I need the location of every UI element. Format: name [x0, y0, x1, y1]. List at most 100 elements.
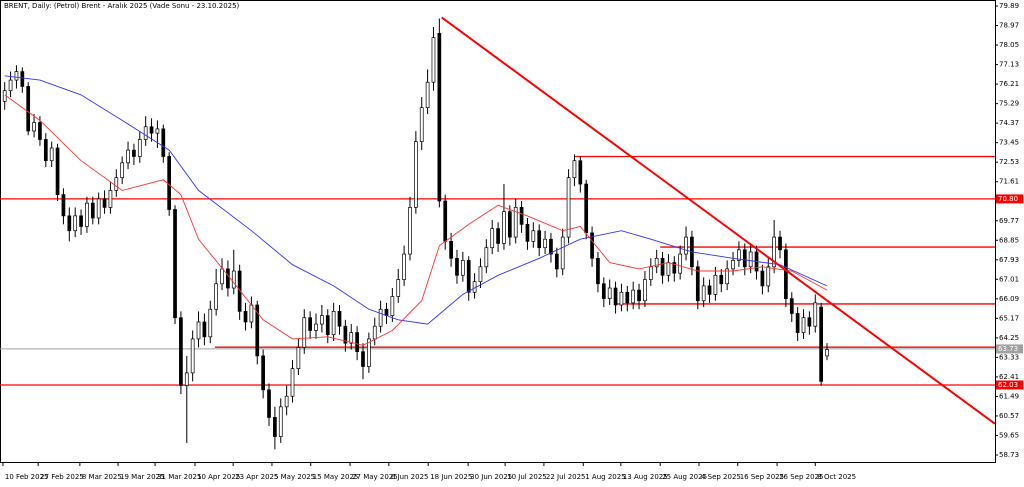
candle-body [554, 253, 559, 270]
candle-body [437, 33, 442, 202]
candle-body [431, 37, 436, 83]
candle-body [513, 207, 518, 238]
candle-body [643, 279, 647, 302]
y-tick-label: 63.33 [999, 353, 1019, 361]
candle-body [584, 183, 589, 234]
y-tick-label: 60.57 [999, 412, 1019, 420]
x-tick-label: 22 Jul 2025 [546, 473, 586, 481]
candle-body [202, 321, 207, 338]
y-tick-label: 65.17 [999, 314, 1019, 322]
candle-body [537, 230, 542, 249]
candle-body [214, 283, 219, 310]
candle-body [273, 417, 277, 437]
candle-body [531, 230, 536, 242]
trend-line [441, 16, 996, 425]
y-tick-label: 71.61 [999, 178, 1019, 186]
candle-body [161, 128, 166, 157]
candle-body [38, 122, 42, 140]
y-tick-label: 78.05 [999, 41, 1019, 49]
candle-body [772, 236, 776, 268]
x-tick-label: 27 Feb 2025 [40, 473, 84, 481]
y-tick-label: 69.77 [999, 217, 1019, 225]
x-tick-label: 10 Jul 2025 [507, 473, 547, 481]
candle-body [701, 285, 706, 302]
candle-body [613, 287, 618, 306]
candle-body [237, 270, 242, 312]
candle-body [443, 200, 448, 242]
candle-body [43, 139, 48, 162]
candle-body [155, 128, 160, 134]
candle-body [637, 289, 641, 302]
x-tick-label: 30 Jun 2025 [470, 473, 512, 481]
y-tick-label: 67.93 [999, 256, 1019, 264]
candle-body [631, 289, 636, 304]
candle-body [173, 209, 177, 319]
candle-body [290, 368, 295, 397]
candle-body [725, 268, 730, 285]
candle-body [801, 317, 806, 333]
y-tick-label: 75.29 [999, 100, 1019, 108]
x-tick-label: 6 Jun 2025 [391, 473, 429, 481]
candle-body [678, 253, 683, 274]
y-tick-label: 61.49 [999, 392, 1019, 400]
candle-body [143, 126, 148, 140]
candle-body [378, 308, 383, 327]
y-tick-label: 67.01 [999, 275, 1019, 283]
candle-body [455, 257, 459, 276]
x-tick-label: 25 Aug 2025 [662, 473, 707, 481]
candle-body [314, 323, 318, 331]
candle-body [789, 298, 794, 314]
x-tick-label: 27 May 2025 [352, 473, 398, 481]
candle-body [26, 86, 31, 132]
moving-average [4, 75, 828, 325]
x-tick-label: 26 Sep 2025 [779, 473, 823, 481]
candle-body [484, 247, 489, 268]
candle-body [90, 202, 95, 219]
candle-body [784, 249, 788, 299]
candle-body [8, 79, 13, 92]
candle-body [267, 389, 271, 418]
candle-body [337, 311, 342, 327]
candle-body [255, 304, 260, 357]
candle-body [672, 262, 677, 274]
y-tick-label: 64.25 [999, 334, 1019, 342]
candle-body [695, 266, 700, 302]
candle-body [137, 139, 142, 157]
candle-body [325, 315, 330, 336]
candle-body [408, 207, 412, 255]
candle-body [625, 291, 630, 304]
candle-body [243, 311, 248, 323]
x-tick-label: 15 May 2025 [313, 473, 359, 481]
candle-body [519, 207, 524, 225]
candle-body [208, 308, 213, 338]
candle-body [149, 126, 154, 134]
price-box-label: 63.73 [998, 345, 1018, 353]
candle-body [343, 325, 348, 344]
candle-body [102, 198, 107, 208]
candle-body [96, 198, 101, 219]
y-tick-label: 78.97 [999, 22, 1019, 30]
candle-body [737, 249, 741, 261]
candle-body [607, 287, 612, 299]
candle-body [566, 177, 571, 238]
candle-body [372, 325, 377, 340]
x-tick-label: 8 Mar 2025 [82, 473, 122, 481]
candle-body [760, 270, 765, 287]
candle-body [666, 262, 671, 276]
candle-body [284, 395, 289, 408]
y-tick-label: 79.89 [999, 2, 1019, 10]
candle-body [478, 266, 483, 282]
candle-body [108, 190, 113, 208]
candle-body [226, 268, 230, 289]
candle-body [742, 249, 747, 268]
candle-body [795, 313, 800, 333]
candle-body [748, 251, 753, 268]
price-box [996, 194, 1023, 204]
price-box [996, 344, 1023, 354]
candle-body [496, 228, 500, 244]
candle-body [766, 266, 771, 287]
y-tick-label: 76.21 [999, 80, 1019, 88]
candle-body [713, 274, 718, 295]
candle-body [590, 232, 594, 259]
candle-body [601, 283, 606, 299]
